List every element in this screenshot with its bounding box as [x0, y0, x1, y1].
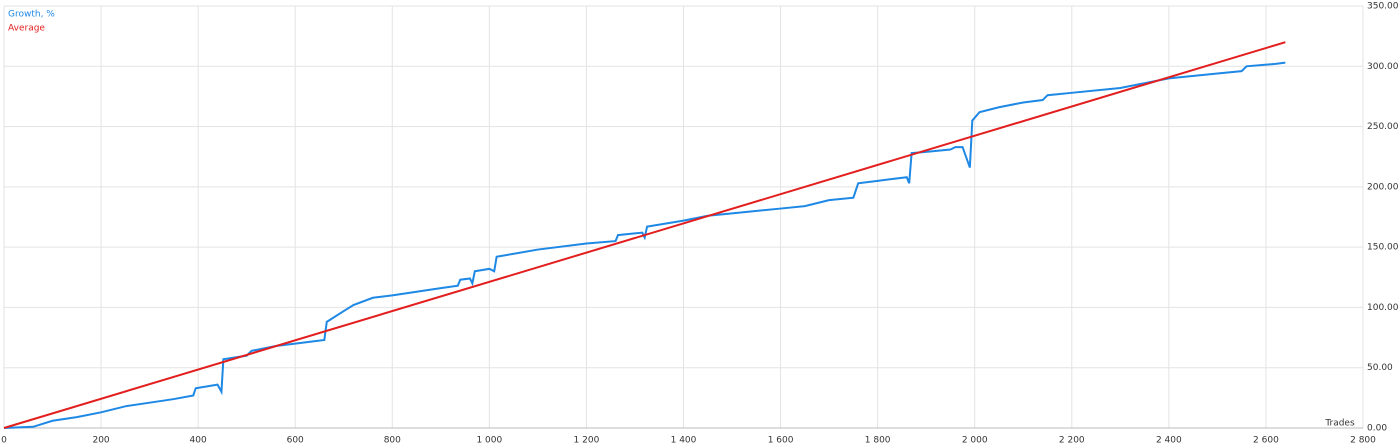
x-tick-label: 400	[190, 436, 207, 446]
x-axis-label: Trades	[1324, 419, 1355, 429]
x-tick-label: 1 000	[476, 436, 502, 446]
x-tick-label: 1 600	[768, 436, 794, 446]
y-tick-label: 300.00	[1367, 62, 1399, 72]
x-tick-label: 2 000	[962, 436, 988, 446]
x-tick-label: 0	[1, 436, 7, 446]
y-tick-label: 250.00	[1367, 122, 1399, 132]
x-tick-label: 1 200	[574, 436, 600, 446]
x-tick-label: 2 200	[1059, 436, 1085, 446]
x-tick-label: 200	[92, 436, 109, 446]
x-tick-label: 2 400	[1156, 436, 1182, 446]
y-tick-label: 200.00	[1367, 182, 1399, 192]
y-tick-label: 50.00	[1367, 363, 1393, 373]
y-tick-label: 100.00	[1367, 303, 1399, 313]
y-tick-label: 0.00	[1367, 424, 1387, 434]
series-line	[3, 41, 1286, 429]
x-tick-label: 1 800	[865, 436, 891, 446]
x-tick-label: 2 600	[1253, 436, 1279, 446]
x-tick-label: 2 800	[1350, 436, 1376, 446]
legend-entry: Growth, %	[8, 10, 55, 20]
x-tick-label: 800	[384, 436, 401, 446]
x-tick-label: 600	[287, 436, 304, 446]
series-line	[3, 61, 1286, 429]
legend-entry: Average	[8, 24, 45, 34]
y-tick-label: 150.00	[1367, 243, 1399, 253]
y-tick-label: 350.00	[1367, 2, 1399, 12]
x-tick-label: 1 400	[671, 436, 697, 446]
